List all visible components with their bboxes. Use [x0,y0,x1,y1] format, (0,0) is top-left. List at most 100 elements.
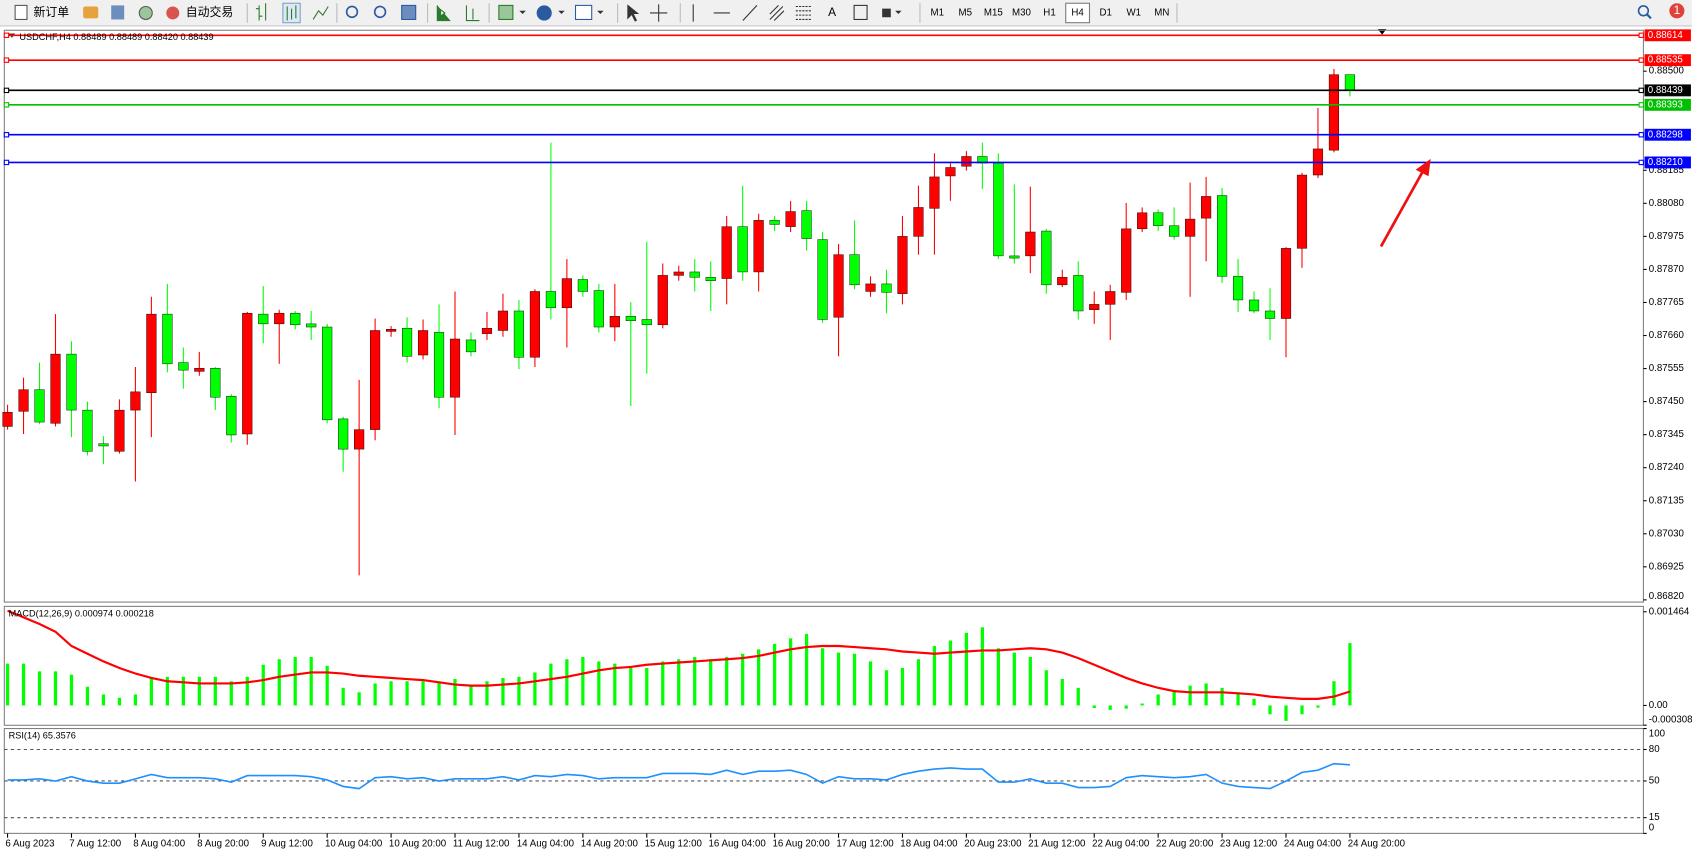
macd-bar [341,687,345,706]
candle-body [274,312,285,325]
candle-body [1296,174,1308,249]
macd-bar [741,653,745,706]
zoom-out-icon[interactable] [373,5,387,19]
arrows-tool[interactable] [882,8,902,18]
candle-body [98,443,109,447]
tile-icon[interactable] [401,4,417,20]
candle-body [258,313,269,325]
dropdown-arrow[interactable] [558,10,565,15]
y-tick-label: -0.000308 [1649,714,1692,725]
toolbar-icon[interactable] [83,6,99,19]
candle-body [1185,218,1196,237]
toolbar-icon[interactable] [138,5,153,20]
timeframe-button[interactable]: MN [1154,8,1169,19]
price-label: 0.88393 [1648,99,1683,110]
candle-body [146,313,157,394]
candle-body [1137,212,1148,230]
toolbar-icon[interactable] [436,5,451,22]
fibonacci-tool[interactable] [795,5,811,20]
timeframe-button[interactable]: M30 [1012,8,1031,19]
level-marker [1638,132,1644,138]
x-tick-label: 22 Aug 20:00 [1156,839,1214,850]
timeframe-button[interactable]: H4 [1065,2,1091,24]
macd-bar [373,683,377,706]
timeframe-button[interactable]: H1 [1043,8,1055,19]
new-order-button[interactable]: 新订单 [14,4,69,20]
price-label: 0.88535 [1648,55,1683,66]
dropdown-arrow[interactable] [597,10,604,15]
candle-body [625,316,636,321]
macd-bar [245,676,249,706]
zoom-in-icon[interactable] [345,5,359,19]
candle-body [849,254,860,286]
templates-icon[interactable] [574,4,593,20]
auto-trading-button[interactable]: 自动交易 [166,5,233,20]
y-tick-label: 0.87975 [1649,231,1684,242]
notification-badge[interactable] [1669,3,1685,19]
candle-body [290,312,301,326]
macd-bar [629,668,633,706]
candle-body [689,271,700,278]
candle-body [1073,275,1084,312]
macd-bar [197,676,201,706]
timeframe-button[interactable]: D1 [1099,8,1111,19]
candle-body [945,167,956,177]
candle-body [641,319,652,326]
macd-bar [309,657,313,706]
y-tick-label: 0.86820 [1649,591,1685,602]
candle-body [338,418,349,450]
indicators-icon[interactable] [498,4,514,20]
x-tick-label: 14 Aug 04:00 [517,839,575,850]
macd-bar [916,659,921,706]
candle-body [577,279,588,292]
candle-body [817,239,828,320]
macd-bar [149,677,154,706]
candle-body [1344,74,1356,91]
macd-bar [1044,670,1048,706]
candle-body [801,210,812,239]
label-tool[interactable] [853,4,868,20]
cursor-tool[interactable] [627,4,640,22]
timeframe-button[interactable]: W1 [1126,8,1141,19]
x-tick-label: 17 Aug 12:00 [836,839,894,850]
x-tick-label: 10 Aug 04:00 [325,839,383,850]
y-tick-label: 80 [1649,744,1660,755]
candle-body [18,389,29,412]
text-tool[interactable]: A [828,5,836,19]
timeframe-button[interactable]: M5 [959,8,973,19]
panel-title: MACD(12,26,9) 0.000974 0.000218 [9,608,154,618]
macd-bar [884,670,889,706]
y-tick-label: 0.001464 [1649,606,1690,617]
price-label: 0.88298 [1648,129,1683,140]
periods-icon[interactable] [536,5,552,21]
candle-body [417,330,429,356]
channel-tool[interactable] [769,5,785,21]
macd-bar [565,659,569,706]
y-tick-label: 0.88080 [1649,198,1685,209]
level-marker [1638,87,1644,94]
annotation-arrow-head [1415,158,1431,177]
macd-bar [1108,705,1112,710]
dropdown-arrow[interactable] [519,10,526,15]
search-icon[interactable] [1637,5,1650,17]
toolbar-icon[interactable] [255,3,267,21]
candle-body [465,339,477,353]
candle-body [657,275,668,326]
level-marker [1638,159,1644,166]
trendline-tool[interactable] [742,5,758,21]
candle-body [737,226,748,273]
crosshair-tool[interactable] [650,4,668,22]
candle-body [721,226,732,279]
toolbar-icon[interactable] [312,6,329,20]
x-tick-label: 9 Aug 12:00 [261,839,313,850]
macd-bar [357,692,361,706]
price-label: 0.88439 [1648,85,1683,96]
macd-bar [661,661,665,706]
timeframe-button[interactable]: M1 [930,8,944,19]
timeframe-button[interactable]: M15 [984,8,1003,19]
toolbar-icon[interactable] [465,5,480,22]
candle-body [993,162,1004,257]
toolbar-icon[interactable] [111,5,125,20]
y-tick-label: 0.87450 [1649,396,1685,407]
